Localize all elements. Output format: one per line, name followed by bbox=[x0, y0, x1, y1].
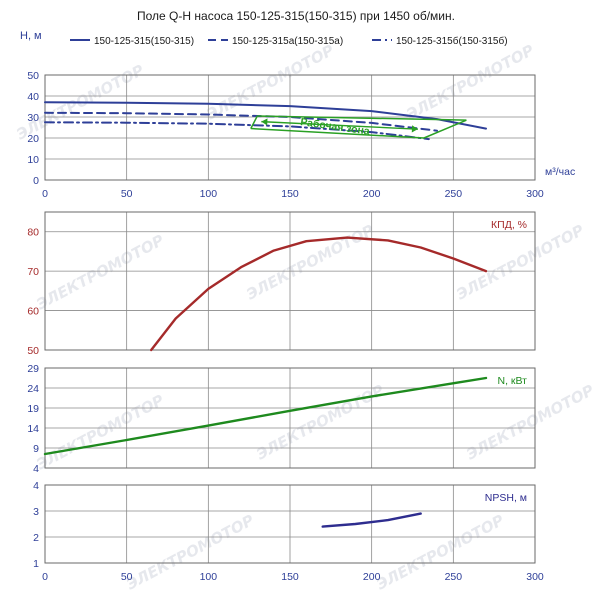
x-tick-label: 0 bbox=[42, 571, 48, 583]
y-tick-label: 70 bbox=[27, 266, 39, 278]
y-tick-label: 29 bbox=[27, 363, 39, 375]
series-line-npsh bbox=[321, 512, 422, 528]
y-tick-label: 19 bbox=[27, 403, 39, 415]
series-line-qh bbox=[44, 121, 430, 141]
x-tick-label: 0 bbox=[42, 188, 48, 200]
legend-entry: 150-125-315а(150-315а) bbox=[232, 36, 343, 47]
legend-entry: 150-125-315б(150-315б) bbox=[396, 35, 508, 47]
plot-frame bbox=[44, 484, 536, 564]
x-axis-label: м³/час bbox=[545, 166, 575, 178]
chart-title: Поле Q-H насоса 150-125-315(150-315) при… bbox=[137, 9, 455, 23]
series-line-eff bbox=[150, 236, 488, 352]
y-tick-label: 2 bbox=[33, 532, 39, 544]
work-zone-arrowhead bbox=[261, 118, 268, 126]
watermark-text: ЭЛЕКТРОМОТОР bbox=[453, 221, 586, 303]
series-line-power bbox=[43, 376, 488, 456]
watermark-text: ЭЛЕКТРОМОТОР bbox=[403, 41, 536, 123]
x-tick-label: 150 bbox=[281, 571, 299, 583]
watermark-text: ЭЛЕКТРОМОТОР bbox=[203, 41, 336, 123]
y-tick-label: 60 bbox=[27, 306, 39, 318]
watermark-text: ЭЛЕКТРОМОТОР bbox=[243, 221, 376, 303]
x-tick-label: 100 bbox=[200, 571, 218, 583]
panel-label-power: N, кВт bbox=[498, 375, 528, 387]
work-zone-arrow bbox=[261, 120, 418, 130]
plot-frame bbox=[44, 367, 536, 469]
panel-qh: 0 10 20 30 40 50 Н, м 150-125-315(150-315) 150-1… bbox=[20, 30, 575, 200]
y-axis-label: Н, м bbox=[20, 30, 42, 42]
panel-label-eff: КПД, % bbox=[491, 219, 527, 231]
y-tick-label: 50 bbox=[27, 70, 39, 82]
x-tick-label: 250 bbox=[445, 188, 463, 200]
legend-entry: 150-125-315(150-315) bbox=[94, 36, 194, 47]
x-tick-label: 300 bbox=[526, 188, 544, 200]
y-tick-label: 20 bbox=[27, 133, 39, 145]
x-tick-label: 250 bbox=[445, 571, 463, 583]
work-zone-arrowhead bbox=[411, 125, 418, 133]
x-tick-label: 200 bbox=[363, 188, 381, 200]
y-tick-label: 80 bbox=[27, 227, 39, 239]
series-line-qh bbox=[44, 111, 438, 132]
x-tick-label: 150 bbox=[281, 188, 299, 200]
y-tick-label: 9 bbox=[33, 443, 39, 455]
y-tick-label: 50 bbox=[27, 345, 39, 357]
y-tick-label: 30 bbox=[27, 112, 39, 124]
y-tick-label: 14 bbox=[27, 423, 39, 435]
watermark-text: ЭЛЕКТРОМОТОР bbox=[253, 381, 386, 463]
watermark-text: ЭЛЕКТРОМОТОР bbox=[373, 511, 506, 593]
watermark-text: ЭЛЕКТРОМОТОР bbox=[33, 231, 166, 313]
x-tick-label: 50 bbox=[121, 188, 133, 200]
y-tick-label: 1 bbox=[33, 558, 39, 570]
y-tick-label: 3 bbox=[33, 506, 39, 518]
watermark-text: ЭЛЕКТРОМОТОР bbox=[463, 381, 592, 463]
panel-label-npsh: NPSH, м bbox=[485, 492, 527, 504]
x-tick-label: 300 bbox=[526, 571, 544, 583]
panel-npsh: 1 2 3 4 NPSH, м 0 50 100 150 200 250 300 bbox=[33, 480, 544, 583]
watermark-text: ЭЛЕКТРОМОТОР bbox=[33, 391, 166, 473]
y-tick-label: 24 bbox=[27, 383, 39, 395]
work-zone-line bbox=[250, 115, 258, 129]
plot-frame bbox=[44, 211, 536, 351]
watermark-text: ЭЛЕКТРОМОТОР bbox=[123, 511, 256, 593]
work-zone-line bbox=[250, 127, 424, 139]
panel-power: 4 9 14 19 24 29 N, кВт bbox=[27, 363, 536, 475]
panel-eff: 50 60 70 80 КПД, % bbox=[27, 211, 536, 357]
y-tick-label: 4 bbox=[33, 463, 39, 475]
x-tick-label: 100 bbox=[200, 188, 218, 200]
work-zone-line bbox=[257, 115, 467, 121]
y-tick-label: 10 bbox=[27, 154, 39, 166]
x-tick-label: 50 bbox=[121, 571, 133, 583]
y-tick-label: 0 bbox=[33, 175, 39, 187]
work-zone-line bbox=[423, 119, 467, 139]
y-tick-label: 4 bbox=[33, 480, 39, 492]
x-tick-label: 200 bbox=[363, 571, 381, 583]
y-tick-label: 40 bbox=[27, 91, 39, 103]
plot-frame bbox=[44, 74, 536, 181]
